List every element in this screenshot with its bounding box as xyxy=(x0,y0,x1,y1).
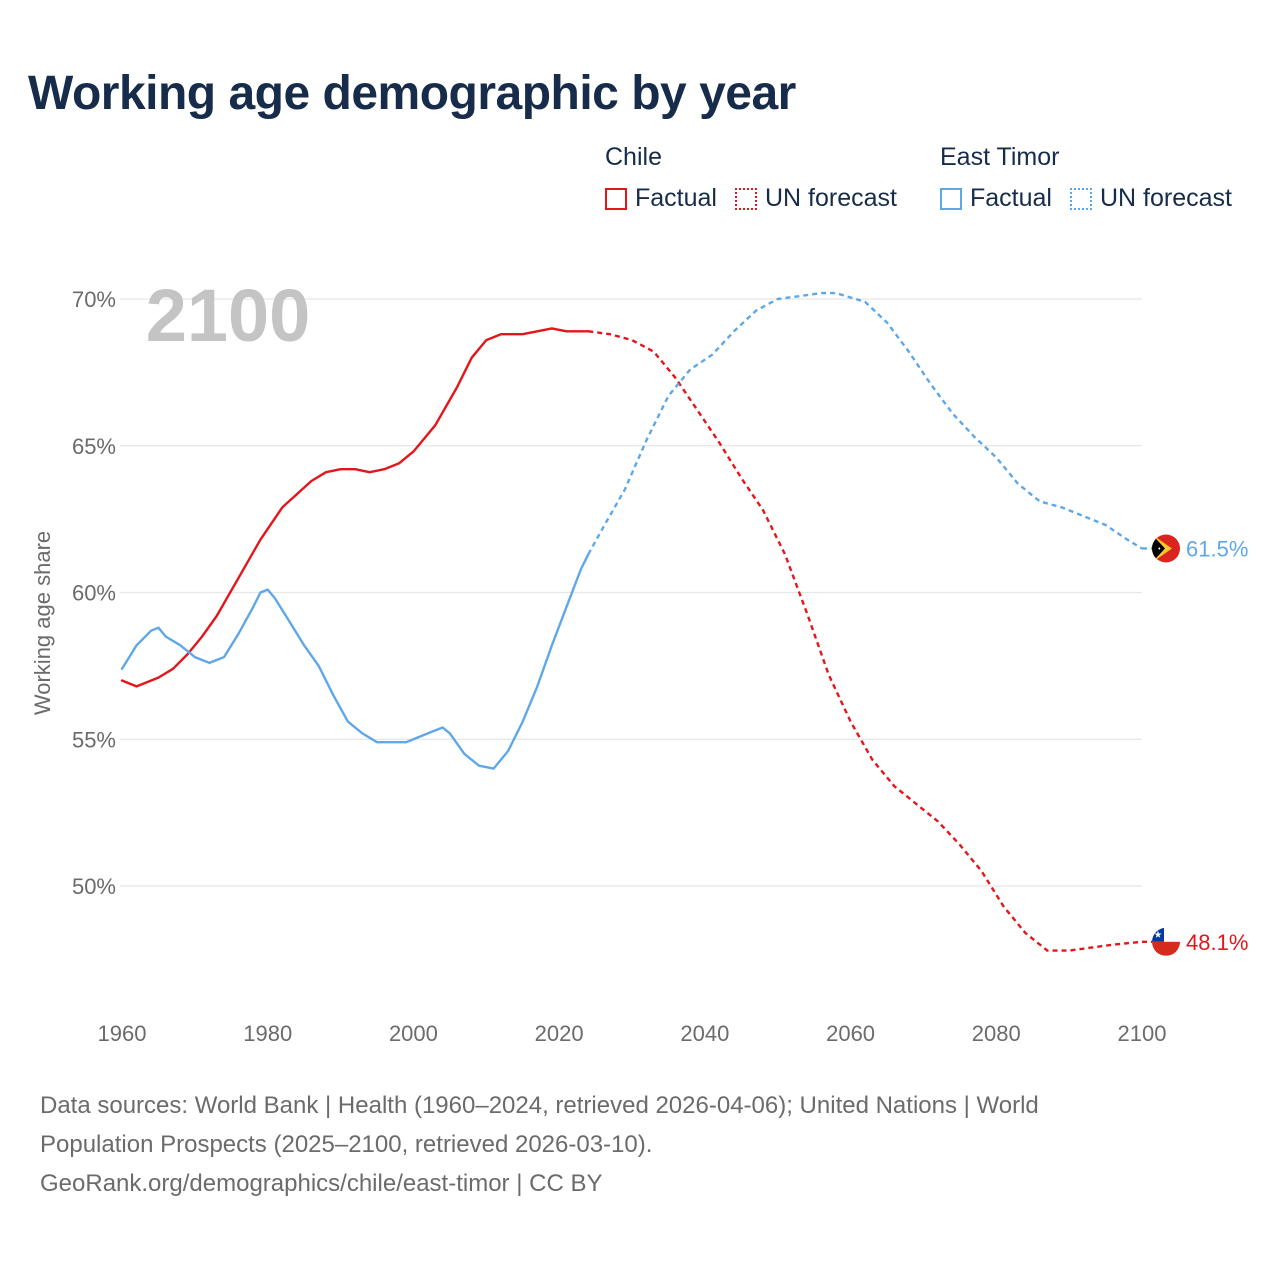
x-tick-label: 2020 xyxy=(535,1021,584,1046)
chile-flag-icon xyxy=(1152,927,1180,956)
legend-item-chile-forecast[interactable]: UN forecast xyxy=(734,184,897,213)
y-tick-label: 70% xyxy=(72,287,116,312)
legend-swatch-solid xyxy=(605,187,627,210)
source-link[interactable]: GeoRank.org/demographics/chile/east-timo… xyxy=(40,1170,603,1197)
gridlines xyxy=(120,298,1142,887)
legend-item-east-timor-forecast[interactable]: UN forecast xyxy=(1069,184,1232,213)
x-tick-label: 1960 xyxy=(98,1021,147,1046)
legend-group-east-timor: East Timor Factual UN forecast xyxy=(940,143,1232,213)
legend-item-chile-factual[interactable]: Factual xyxy=(605,184,717,213)
x-tick-label: 1980 xyxy=(243,1021,292,1046)
chile-end-value-label: 48.1% xyxy=(1186,930,1248,955)
chile-forecast-line[interactable] xyxy=(588,330,1143,952)
legend-label: Factual xyxy=(635,184,717,212)
legend-group-title: Chile xyxy=(605,143,662,171)
y-tick-label: 60% xyxy=(72,581,116,606)
legend-label: Factual xyxy=(970,184,1052,212)
footer: Data sources: World Bank | Health (1960–… xyxy=(40,1086,1150,1203)
data-sources: Data sources: World Bank | Health (1960–… xyxy=(40,1092,1039,1158)
x-tick-label: 2080 xyxy=(972,1021,1021,1046)
east-timor-flag-icon xyxy=(1152,534,1180,563)
x-tick-label: 2100 xyxy=(1118,1021,1167,1046)
legend-label: UN forecast xyxy=(1099,184,1232,212)
east-timor-end-value-label: 61.5% xyxy=(1186,536,1248,561)
legend-group-title: East Timor xyxy=(940,143,1060,171)
series-lines xyxy=(120,291,1143,952)
chile-factual-line[interactable] xyxy=(120,327,590,688)
x-tick-label: 2060 xyxy=(826,1021,875,1046)
legend-swatch-dotted xyxy=(1069,187,1092,210)
y-tick-label: 50% xyxy=(72,874,116,899)
chart-title: Working age demographic by year xyxy=(28,67,796,120)
y-axis-title: Working age share xyxy=(30,531,55,715)
legend-group-chile: Chile Factual UN forecast xyxy=(605,143,897,213)
y-tick-label: 65% xyxy=(72,434,116,459)
east-timor-forecast-line[interactable] xyxy=(587,291,1143,555)
x-tick-label: 2040 xyxy=(680,1021,729,1046)
axis-ticks: 50% 55% 60% 65% 70% 1960 1980 2000 2020 2040 2060 2… xyxy=(72,287,1167,1046)
x-tick-label: 2000 xyxy=(389,1021,438,1046)
legend-swatch-solid xyxy=(940,187,962,210)
y-tick-label: 55% xyxy=(72,727,116,752)
series-endpoints: 48.1% 61.5% xyxy=(1142,536,1248,955)
legend-swatch-dotted xyxy=(734,187,757,210)
east-timor-factual-line[interactable] xyxy=(120,553,590,770)
year-watermark: 2100 xyxy=(146,274,311,357)
legend-label: UN forecast xyxy=(764,184,897,212)
legend-item-east-timor-factual[interactable]: Factual xyxy=(940,184,1052,213)
